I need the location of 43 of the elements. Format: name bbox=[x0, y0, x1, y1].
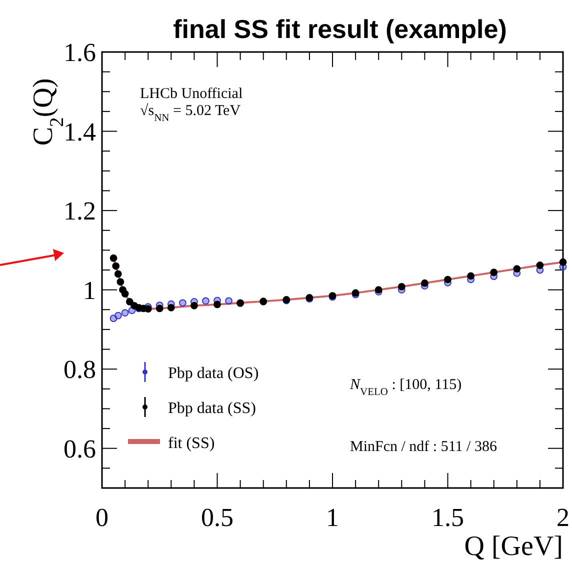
point bbox=[121, 290, 129, 298]
point bbox=[110, 254, 118, 262]
x-tick-label: 0.5 bbox=[201, 503, 234, 532]
y-tick-label: 0.6 bbox=[64, 434, 96, 464]
point bbox=[167, 304, 175, 312]
annotation: LHCb Unofficial bbox=[140, 86, 243, 102]
point bbox=[559, 258, 567, 266]
point bbox=[421, 279, 428, 287]
point bbox=[114, 312, 122, 320]
y-tick-label: 1.6 bbox=[64, 38, 96, 67]
point bbox=[202, 297, 210, 305]
chart-title: final SS fit result (example) bbox=[173, 14, 507, 44]
annotation: MinFcn / ndf : 511 / 386 bbox=[350, 439, 498, 455]
annotation: N$_{VELO}$ : [100, 115) bbox=[349, 377, 462, 398]
x-tick-label: 1 bbox=[326, 503, 339, 532]
annotation: √s$_{NN}$ = 5.02 TeV bbox=[140, 103, 241, 124]
point bbox=[126, 298, 134, 306]
point bbox=[178, 299, 186, 307]
point bbox=[398, 282, 406, 290]
point bbox=[467, 272, 474, 280]
point bbox=[513, 265, 521, 273]
point bbox=[490, 268, 498, 276]
x-tick-label: 1.5 bbox=[432, 503, 464, 532]
point bbox=[214, 300, 221, 308]
point bbox=[121, 309, 129, 317]
x-tick-label: 2 bbox=[556, 503, 570, 532]
legend-label: fit (SS) bbox=[168, 435, 215, 452]
point bbox=[116, 278, 124, 286]
y-tick-label: 0.8 bbox=[64, 355, 96, 384]
point bbox=[444, 276, 452, 284]
point bbox=[156, 304, 164, 312]
point bbox=[536, 262, 544, 269]
x-tick-label: 0 bbox=[96, 503, 108, 532]
y-tick-label: 1.2 bbox=[64, 196, 96, 226]
point bbox=[114, 270, 122, 278]
point bbox=[112, 262, 120, 270]
legend-label: Pbp data (SS) bbox=[168, 400, 256, 417]
x-axis-title: Q [GeV] bbox=[464, 531, 563, 562]
y-tick-label: 1 bbox=[83, 276, 96, 305]
y-tick-label: 1.4 bbox=[64, 117, 96, 146]
point bbox=[225, 297, 232, 305]
point bbox=[190, 302, 198, 310]
legend-label: Pbp data (OS) bbox=[168, 365, 259, 382]
